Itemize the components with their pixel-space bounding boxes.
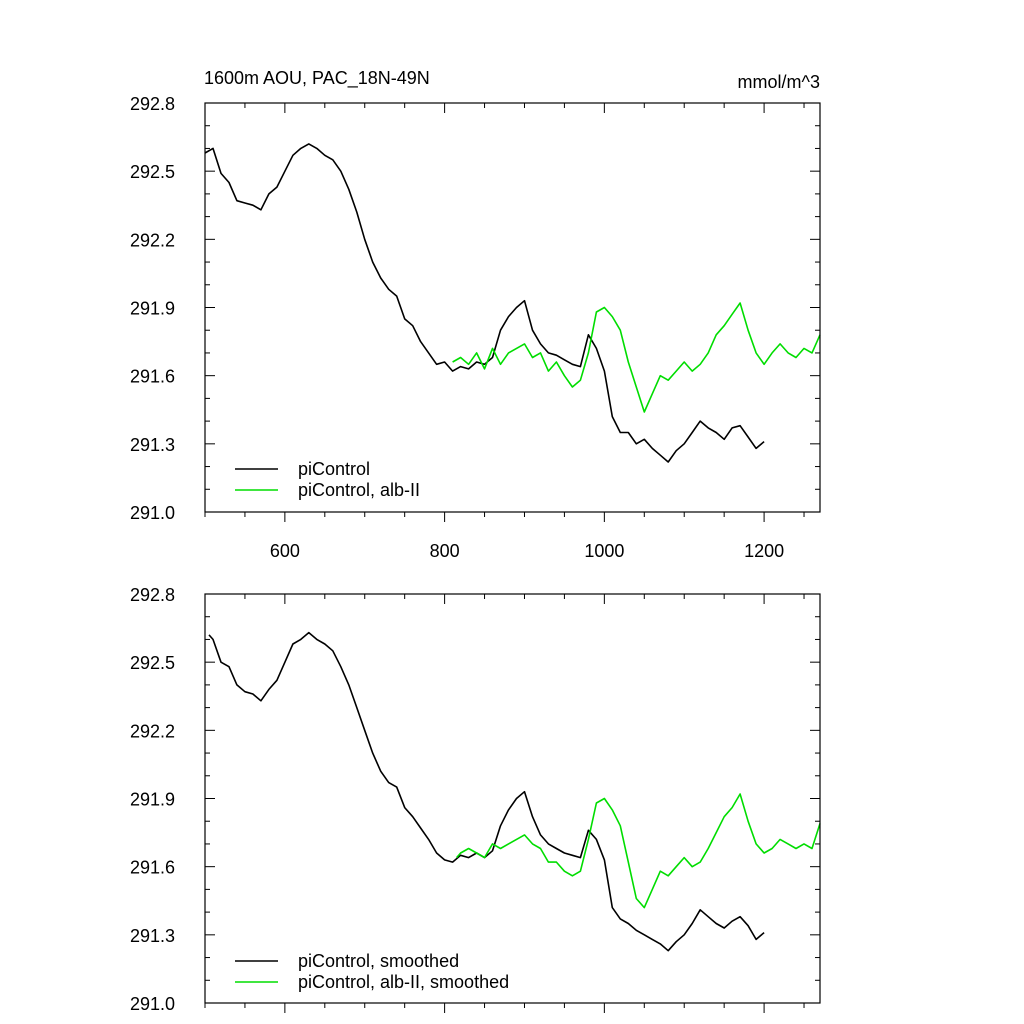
y-tick-label: 291.6	[130, 858, 175, 878]
x-tick-label: 600	[270, 541, 300, 561]
bottom-panel-series	[208, 631, 821, 952]
series-line-0	[204, 143, 765, 463]
y-tick-label: 291.0	[130, 503, 175, 523]
y-tick-label: 292.5	[130, 162, 175, 182]
x-tick-label: 1000	[584, 541, 624, 561]
legend-label-picontrol-alb-ii: piControl, alb-II	[298, 480, 420, 500]
top-panel-series	[204, 143, 821, 463]
y-tick-label: 292.5	[130, 653, 175, 673]
series-line-1	[452, 302, 821, 413]
bottom-plot-frame	[204, 593, 821, 1004]
y-tick-label: 291.3	[130, 926, 175, 946]
y-tick-label: 291.9	[130, 790, 175, 810]
y-tick-label: 291.3	[130, 435, 175, 455]
bottom-panel: 291.0 291.3 291.6 291.9 292.2 292.5 292.8 piCo…	[130, 585, 821, 1014]
x-tick-label: 1200	[744, 541, 784, 561]
legend-label-picontrol: piControl	[298, 459, 370, 479]
y-tick-label: 291.9	[130, 299, 175, 319]
top-legend: piControl piControl, alb-II	[235, 459, 420, 500]
y-tick-label: 292.2	[130, 721, 175, 741]
top-plot-frame	[204, 102, 821, 513]
chart-title: 1600m AOU, PAC_18N-49N	[204, 68, 430, 89]
series-line-1	[455, 793, 821, 909]
top-panel-ticks: 291.0 291.3 291.6 291.9 292.2 292.5 292.8 600 80…	[130, 94, 820, 561]
x-tick-label: 800	[430, 541, 460, 561]
bottom-legend: piControl, smoothed piControl, alb-II, s…	[235, 951, 509, 992]
y-tick-label: 292.2	[130, 230, 175, 250]
bottom-panel-ticks: 291.0 291.3 291.6 291.9 292.2 292.5 292.8	[130, 585, 820, 1014]
top-panel: 1600m AOU, PAC_18N-49N mmol/m^3 291.0291…	[130, 68, 821, 561]
y-tick-label: 292.8	[130, 585, 175, 605]
units-label: mmol/m^3	[738, 72, 820, 92]
y-tick-label: 291.6	[130, 367, 175, 387]
series-line-0	[208, 631, 765, 952]
legend-label-picontrol-smoothed: piControl, smoothed	[298, 951, 459, 971]
legend-label-picontrol-alb-ii-smoothed: piControl, alb-II, smoothed	[298, 972, 509, 992]
y-tick-label: 292.8	[130, 94, 175, 114]
y-tick-label: 291.0	[130, 994, 175, 1014]
